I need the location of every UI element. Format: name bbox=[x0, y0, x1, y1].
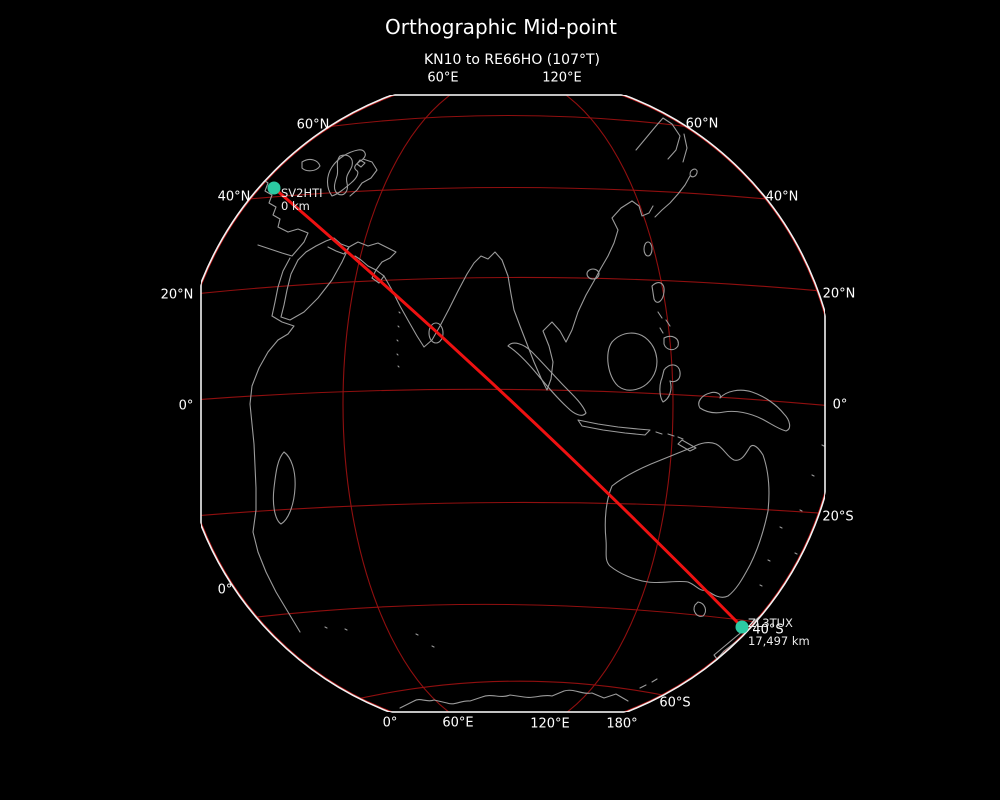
tick-20s-right: 20°S bbox=[822, 509, 854, 525]
tick-60e-top: 60°E bbox=[427, 70, 459, 86]
tick-120e-top: 120°E bbox=[542, 70, 582, 86]
page-title: Orthographic Mid-point bbox=[385, 15, 617, 39]
tick-0-left: 0° bbox=[178, 398, 194, 414]
tick-60n-right: 60°N bbox=[685, 116, 719, 132]
end-marker bbox=[735, 620, 749, 634]
tick-60e-bottom: 60°E bbox=[442, 715, 474, 731]
coastlines bbox=[249, 117, 825, 709]
tick-60n-left: 60°N bbox=[296, 117, 330, 133]
tick-0-lowerleft: 0° bbox=[217, 582, 233, 598]
tick-180-bottom: 180° bbox=[606, 716, 638, 732]
tick-40n-left: 40°N bbox=[217, 189, 251, 205]
tick-120e-bottom: 120°E bbox=[530, 716, 570, 732]
tick-60s-right: 60°S bbox=[659, 695, 691, 711]
start-marker bbox=[267, 181, 281, 195]
great-circle-path bbox=[272, 186, 744, 629]
tick-40s-right: 40°S bbox=[752, 622, 784, 638]
start-callsign-label: SV2HTI bbox=[281, 186, 323, 200]
globe-boundary bbox=[200, 94, 826, 713]
tick-20n-right: 20°N bbox=[822, 286, 856, 302]
tick-40n-right: 40°N bbox=[765, 189, 799, 205]
end-callsign-label: ZL3TUX bbox=[748, 616, 793, 630]
graticule-parallels bbox=[201, 114, 825, 702]
graticule-meridians bbox=[201, 95, 825, 712]
end-distance-label: 17,497 km bbox=[748, 634, 810, 648]
tick-0-right: 0° bbox=[832, 397, 848, 413]
start-distance-label: 0 km bbox=[281, 199, 310, 213]
tick-0-bottom: 0° bbox=[382, 715, 398, 731]
map-subtitle: KN10 to RE66HO (107°T) bbox=[423, 52, 601, 68]
tick-20n-left: 20°N bbox=[160, 287, 194, 303]
